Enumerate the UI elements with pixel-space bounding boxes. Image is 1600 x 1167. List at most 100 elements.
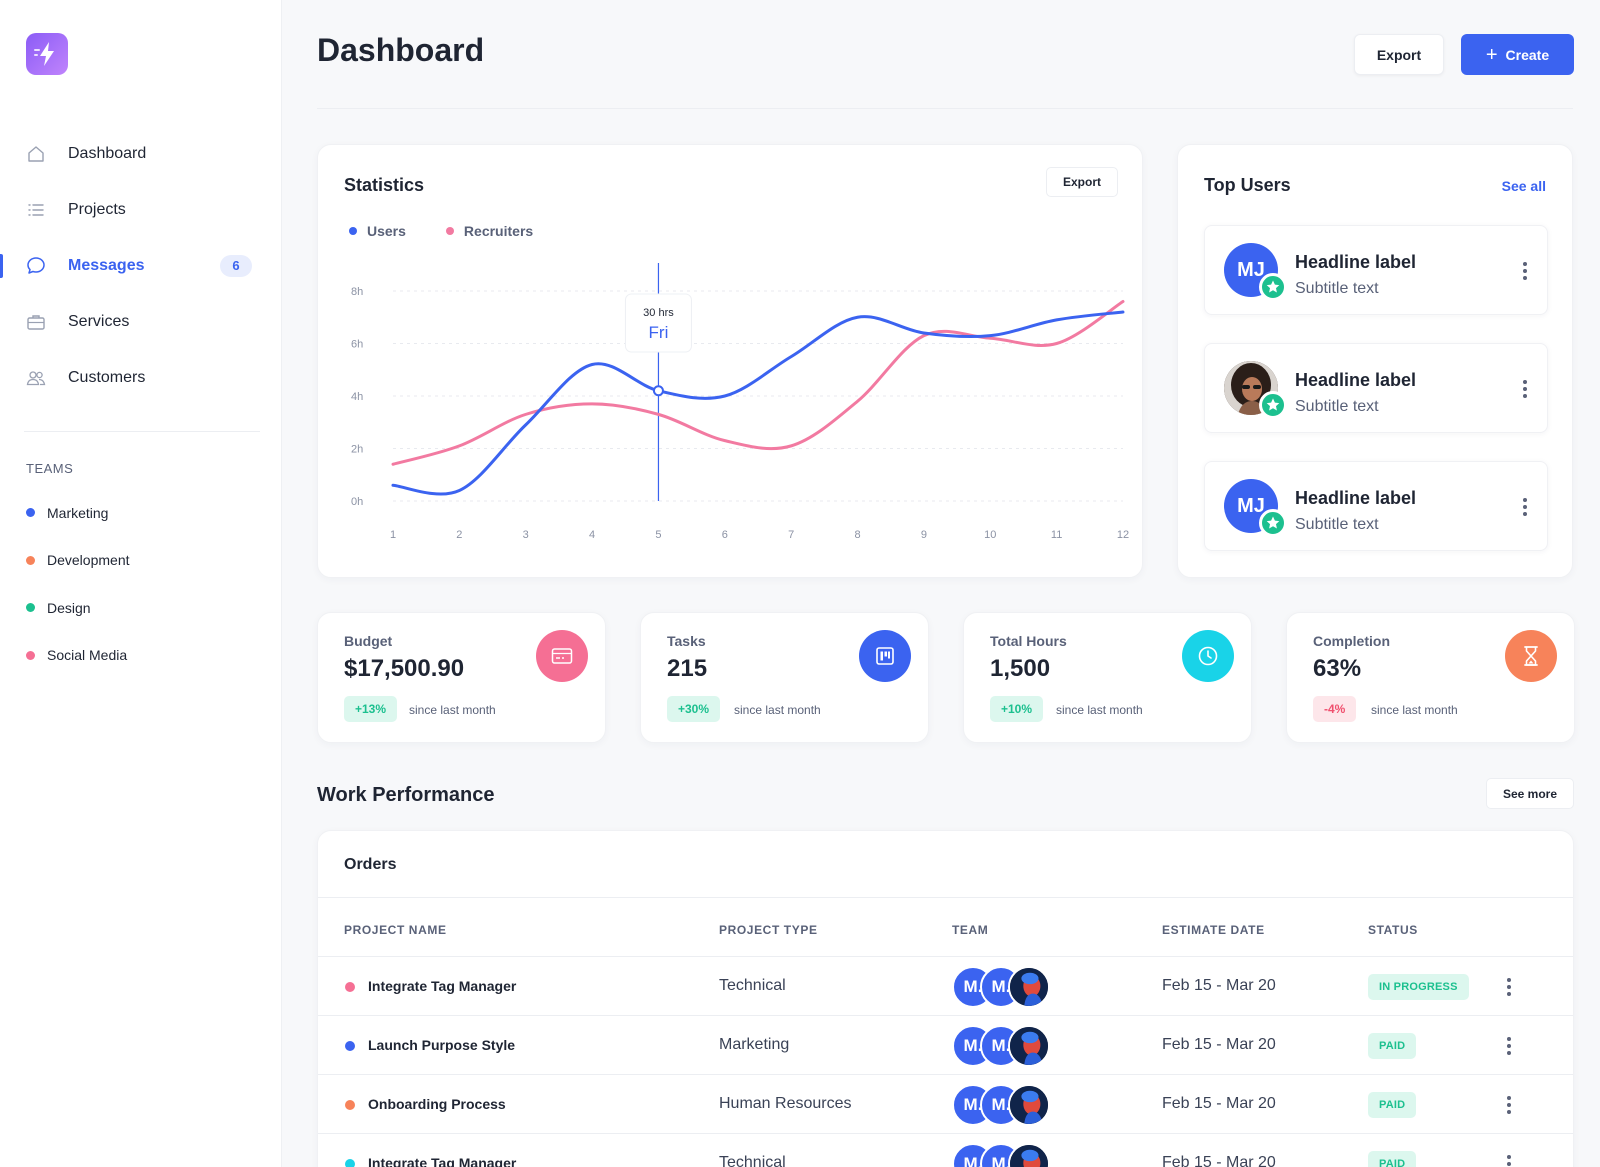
see-all-link[interactable]: See all <box>1501 178 1546 194</box>
sidebar: Dashboard Projects Messages 6 Services <box>0 0 282 1167</box>
project-type: Technical <box>719 977 786 994</box>
x-tick-label: 11 <box>1051 529 1062 541</box>
avatar-photo <box>1008 1084 1050 1126</box>
nav-label: Customers <box>68 369 146 386</box>
create-button-label: Create <box>1505 46 1550 63</box>
user-subtitle: Subtitle text <box>1295 516 1379 533</box>
see-more-button[interactable]: See more <box>1486 778 1574 809</box>
user-item[interactable]: MJ Headline label Subtitle text <box>1204 225 1548 315</box>
row-color-dot <box>345 1159 355 1167</box>
project-name: Integrate Tag Manager <box>368 1155 517 1167</box>
table-row[interactable]: Onboarding Process Human Resources M. M.… <box>318 1075 1573 1134</box>
user-item[interactable]: MJ Headline label Subtitle text <box>1204 461 1548 551</box>
avatar-photo <box>1008 966 1050 1008</box>
users-icon <box>26 368 46 388</box>
nav-label: Dashboard <box>68 145 147 162</box>
kpi-card-completion: Completion 63% -4% since last month <box>1286 612 1575 743</box>
row-color-dot <box>345 1041 355 1051</box>
nav-label: Messages <box>68 257 145 274</box>
project-name: Launch Purpose Style <box>368 1037 516 1053</box>
chat-icon <box>26 256 46 276</box>
table-row[interactable]: Integrate Tag Manager Technical M. M. Fe… <box>318 1134 1573 1167</box>
statistics-card: 0h 2h 4h 6h 8h 1 2 3 4 5 6 7 8 9 10 11 12 30 hrs Fri Stati… <box>317 144 1143 578</box>
kpi-since-text: since last month <box>734 703 821 717</box>
sidebar-divider <box>24 431 260 432</box>
team-label: Design <box>47 599 91 616</box>
kpi-change-badge: +10% <box>990 696 1044 722</box>
column-header-team[interactable]: TEAM <box>952 923 989 937</box>
project-name: Integrate Tag Manager <box>368 978 517 994</box>
kpi-card-total-hours: Total Hours 1,500 +10% since last month <box>963 612 1252 743</box>
team-item-social-media[interactable]: Social Media <box>26 632 130 680</box>
clock-icon <box>1182 630 1234 682</box>
avatar-photo <box>1008 1025 1050 1067</box>
kpi-label: Tasks <box>667 633 706 649</box>
column-header-estimate-date[interactable]: ESTIMATE DATE <box>1162 923 1265 937</box>
orders-card: Orders PROJECT NAME PROJECT TYPE TEAM ES… <box>317 830 1574 1167</box>
x-tick-label: 10 <box>984 529 996 541</box>
y-tick-label: 8h <box>351 286 363 298</box>
kpi-change-badge: -4% <box>1313 696 1357 722</box>
user-name: Headline label <box>1295 252 1417 272</box>
column-header-status[interactable]: STATUS <box>1368 923 1418 937</box>
status-badge: IN PROGRESS <box>1368 974 1469 1000</box>
team-color-dot <box>26 650 35 660</box>
nav-item-customers[interactable]: Customers <box>0 350 282 406</box>
x-tick-label: 3 <box>523 529 529 541</box>
user-item[interactable]: Headline label Subtitle text <box>1204 343 1548 433</box>
card-icon <box>536 630 588 682</box>
more-options-icon[interactable] <box>1515 495 1535 519</box>
nav-item-dashboard[interactable]: Dashboard <box>0 126 282 182</box>
nav-item-projects[interactable]: Projects <box>0 182 282 238</box>
more-options-icon[interactable] <box>1499 975 1519 999</box>
chart-legend: Users Recruiters <box>349 223 533 239</box>
create-button[interactable]: + Create <box>1461 34 1574 75</box>
nav-label: Services <box>68 313 130 330</box>
chart-tooltip <box>624 293 692 353</box>
more-options-icon[interactable] <box>1499 1093 1519 1117</box>
legend-dot <box>349 227 357 235</box>
column-header-project-type[interactable]: PROJECT TYPE <box>719 923 818 937</box>
y-tick-label: 0h <box>351 496 363 508</box>
more-options-icon[interactable] <box>1515 259 1535 283</box>
team-item-design[interactable]: Design <box>26 584 130 632</box>
more-options-icon[interactable] <box>1499 1152 1519 1167</box>
kpi-change-badge: +30% <box>667 696 721 722</box>
team-label: Marketing <box>47 504 109 521</box>
table-row[interactable]: Integrate Tag Manager Technical M. M. Fe… <box>318 957 1573 1016</box>
team-item-development[interactable]: Development <box>26 537 130 585</box>
statistics-export-button[interactable]: Export <box>1046 167 1118 197</box>
main-nav: Dashboard Projects Messages 6 Services <box>0 126 282 406</box>
project-name: Onboarding Process <box>368 1096 506 1112</box>
estimate-date: Feb 15 - Mar 20 <box>1162 977 1276 994</box>
header-divider <box>317 108 1573 109</box>
nav-item-messages[interactable]: Messages 6 <box>0 238 282 294</box>
status-badge: PAID <box>1368 1151 1417 1167</box>
app-logo[interactable] <box>26 33 68 75</box>
avatar: MJ <box>1224 243 1278 297</box>
table-row[interactable]: Launch Purpose Style Marketing M. M. Feb… <box>318 1016 1573 1075</box>
legend-item-users[interactable]: Users <box>349 223 406 239</box>
export-button[interactable]: Export <box>1354 34 1444 75</box>
column-header-project-name[interactable]: PROJECT NAME <box>344 923 447 937</box>
team-color-dot <box>26 603 35 613</box>
row-color-dot <box>345 982 355 992</box>
avatar-photo <box>1008 1143 1050 1167</box>
estimate-date: Feb 15 - Mar 20 <box>1162 1095 1276 1112</box>
more-options-icon[interactable] <box>1515 377 1535 401</box>
x-tick-label: 4 <box>589 529 595 541</box>
more-options-icon[interactable] <box>1499 1034 1519 1058</box>
kpi-value: 215 <box>667 655 708 682</box>
legend-item-recruiters[interactable]: Recruiters <box>445 223 533 239</box>
team-item-marketing[interactable]: Marketing <box>26 489 130 537</box>
star-badge-icon <box>1259 509 1287 537</box>
kpi-since-text: since last month <box>409 703 496 717</box>
team-avatars: M. M. <box>952 1025 1062 1067</box>
nav-item-services[interactable]: Services <box>0 294 282 350</box>
top-users-card: Top Users See all MJ Headline label Subt… <box>1177 144 1573 578</box>
project-type: Marketing <box>719 1036 790 1053</box>
orders-title: Orders <box>344 856 397 873</box>
kanban-icon <box>859 630 911 682</box>
team-avatars: M. M. <box>952 1143 1062 1167</box>
tooltip-day: Fri <box>649 323 669 342</box>
